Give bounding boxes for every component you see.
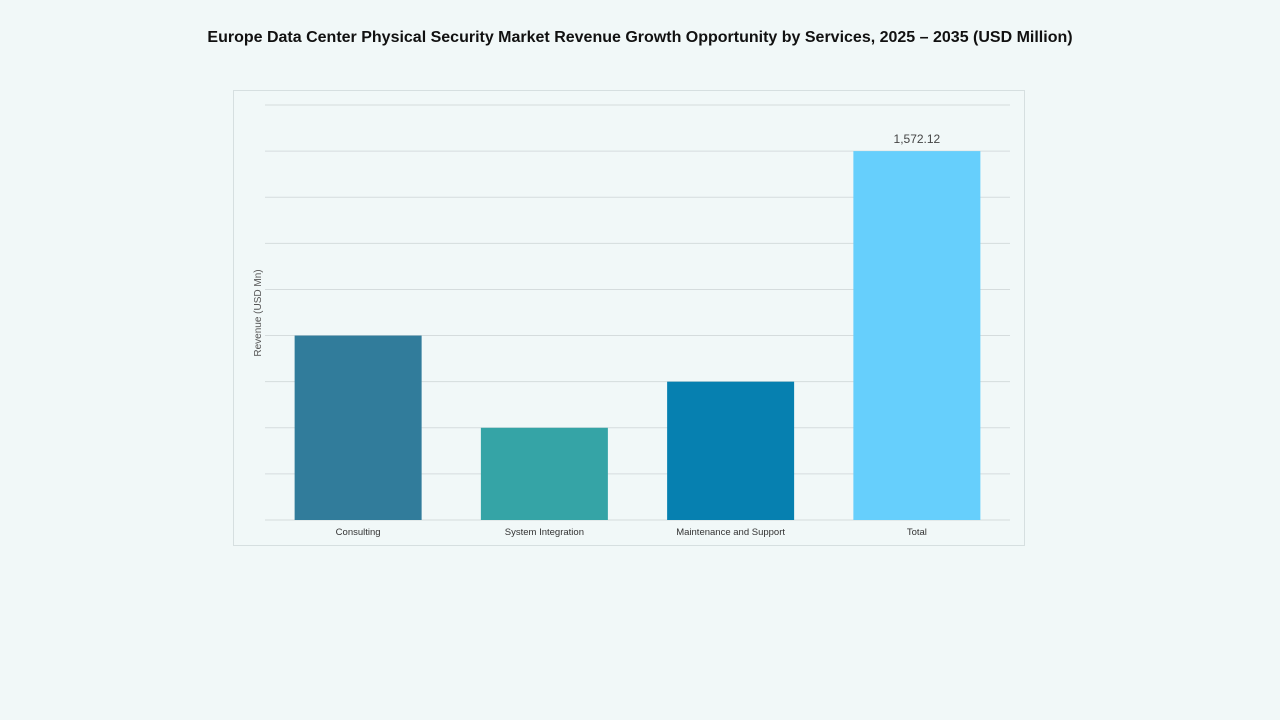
chart-title: Europe Data Center Physical Security Mar… xyxy=(207,29,1073,46)
x-tick-label: Consulting xyxy=(336,527,381,538)
bar-consulting xyxy=(294,335,422,520)
bar-system-integration xyxy=(480,427,608,520)
x-tick-label: Total xyxy=(907,527,927,538)
x-tick-label: System Integration xyxy=(505,527,584,538)
x-tick-label: Maintenance and Support xyxy=(676,527,785,538)
chart-frame xyxy=(233,90,1025,546)
y-axis-label: Revenue (USD Mn) xyxy=(253,269,264,356)
bar-total xyxy=(853,151,981,520)
data-label: 1,572.12 xyxy=(894,132,941,146)
bar-maintenance-and-support xyxy=(667,381,795,520)
